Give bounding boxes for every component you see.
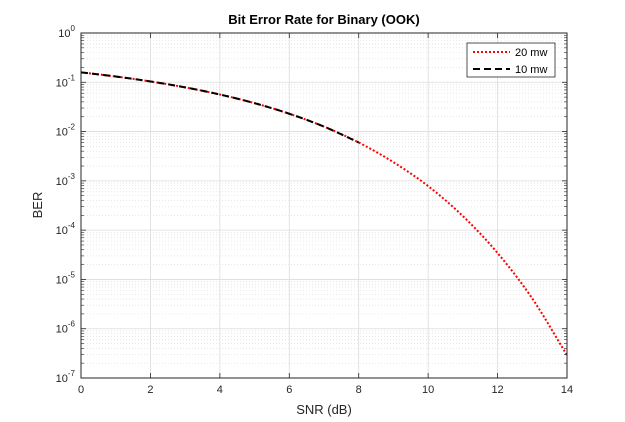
legend-box — [466, 42, 556, 78]
x-tick-label: 6 — [286, 384, 292, 396]
y-tick-label: 10-2 — [56, 123, 76, 139]
legend: 20 mw 10 mw — [466, 42, 556, 78]
x-axis-label: SNR (dB) — [296, 402, 352, 417]
y-tick-label: 10-1 — [56, 73, 76, 89]
x-tick-label: 8 — [356, 384, 362, 396]
legend-label-10mw: 10 mw — [515, 64, 547, 76]
series-line-10-mw — [80, 71, 360, 144]
legend-label-20mw: 20 mw — [515, 47, 547, 59]
y-axis-label: BER — [30, 192, 45, 219]
x-tick-label: 4 — [217, 384, 223, 396]
y-tick-label: 10-7 — [56, 369, 76, 385]
y-tick-label: 10-6 — [56, 320, 76, 336]
y-tick-label: 100 — [58, 24, 75, 40]
x-tick-label: 14 — [561, 384, 573, 396]
y-tick-labels: 100 10-1 10-2 10-3 10-4 10-5 10-6 10-7 — [56, 24, 76, 385]
series-layer — [80, 71, 568, 356]
x-tick-label: 2 — [147, 384, 153, 396]
y-tick-label: 10-5 — [56, 270, 76, 286]
x-tick-label: 12 — [491, 384, 503, 396]
y-tick-label: 10-4 — [56, 221, 76, 237]
x-tick-label: 10 — [422, 384, 434, 396]
ticks — [80, 32, 568, 379]
x-tick-labels: 0 2 4 6 8 10 12 14 — [78, 384, 573, 396]
plot-area — [81, 33, 567, 378]
x-tick-label: 0 — [78, 384, 84, 396]
plot-frame — [80, 32, 568, 379]
y-tick-label: 10-3 — [56, 172, 76, 188]
chart-title: Bit Error Rate for Binary (OOK) — [228, 12, 419, 27]
